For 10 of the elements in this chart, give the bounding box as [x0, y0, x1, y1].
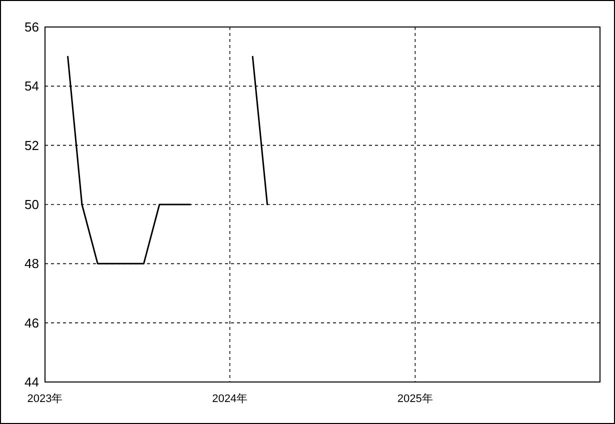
- x-tick-label: 2024年: [212, 393, 248, 405]
- y-tick-label: 48: [24, 256, 39, 272]
- y-tick-label: 46: [24, 315, 39, 330]
- x-tick-label: 2023年: [27, 393, 63, 405]
- y-tick-label: 44: [24, 374, 39, 390]
- y-tick-label: 50: [24, 197, 39, 212]
- y-tick-label: 54: [24, 78, 39, 94]
- x-tick-label: 2025年: [397, 393, 433, 405]
- y-tick-label: 52: [24, 138, 39, 153]
- y-tick-label: 56: [24, 20, 39, 35]
